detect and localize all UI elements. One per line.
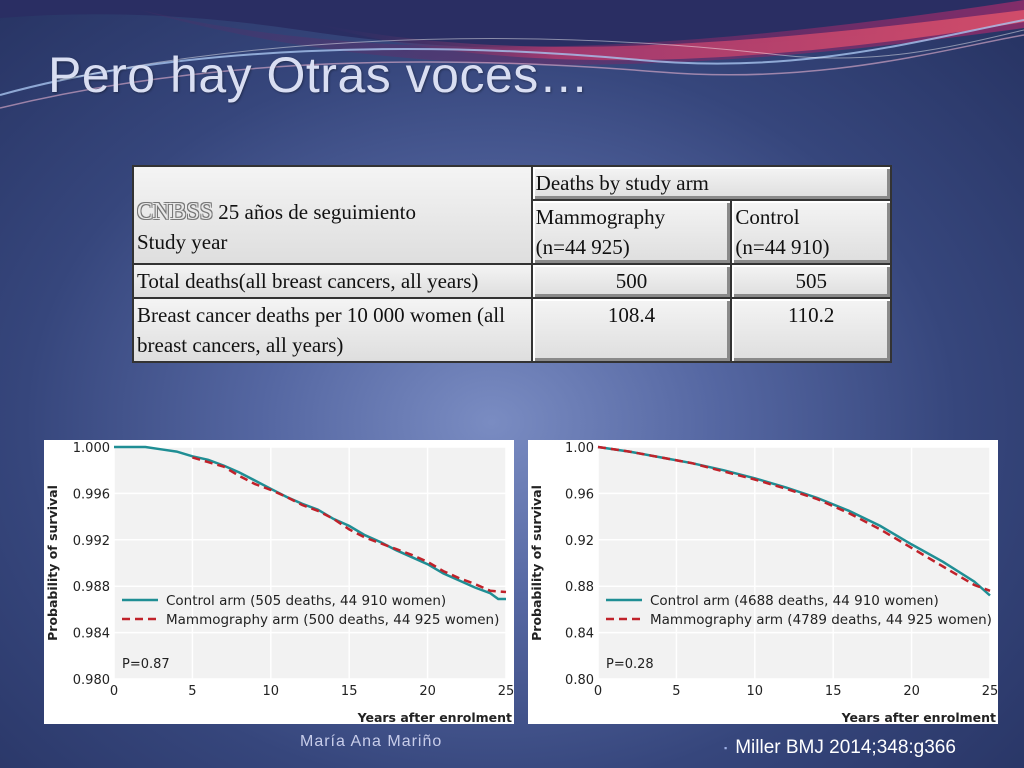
y-tick-label: 0.96	[565, 487, 594, 502]
survival-chart-breast-cancer: 1.000 0.996 0.992 0.988 0.984 0.980 0 5 10 15 20 25…	[44, 440, 514, 724]
p-value-annotation: P=0.87	[122, 657, 170, 672]
y-tick-label: 1.000	[73, 441, 110, 456]
x-tick-label: 5	[188, 684, 196, 699]
mortality-table: CNBSS 25 años de seguimiento Study year …	[132, 165, 893, 363]
control-header: Control	[735, 205, 800, 229]
survival-chart-right-svg: 1.00 0.96 0.92 0.88 0.84 0.800 5 10 15 20 25 Probab…	[529, 441, 998, 724]
y-tick-label: 0.84	[565, 627, 594, 642]
bullet-icon: ▪	[724, 742, 728, 753]
decorative-swoosh	[0, 0, 1024, 109]
control-n: (n=44 910)	[735, 235, 830, 259]
mammography-value: 108.4	[530, 297, 733, 363]
x-axis-label: Years after enrolment	[841, 710, 996, 724]
mammography-header-cell: Mammography (n=44 925)	[530, 199, 733, 265]
x-tick-label: 5	[672, 684, 680, 699]
mammography-value: 500	[530, 263, 733, 299]
p-value-annotation: P=0.28	[606, 657, 654, 672]
y-tick-label: 0.92	[565, 534, 594, 549]
study-year-label: Study year	[137, 229, 228, 254]
x-tick-label: 20	[419, 684, 436, 699]
y-axis-label: Probability of survival	[529, 485, 544, 641]
legend-entry: Mammography arm (500 deaths, 44 925 wome…	[166, 612, 499, 628]
plot-area	[598, 447, 990, 679]
x-tick-label: 0	[110, 684, 118, 699]
legend-entry: Mammography arm (4789 deaths, 44 925 wom…	[650, 612, 992, 628]
study-year-header-cell: CNBSS 25 años de seguimiento Study year	[132, 165, 533, 265]
table-row: Breast cancer deaths per 10 000 women (a…	[132, 297, 892, 363]
mammography-header: Mammography	[535, 205, 666, 229]
x-tick-label: 10	[263, 684, 280, 699]
plot-area	[114, 447, 506, 679]
row-label: Total deaths(all breast cancers, all yea…	[132, 263, 533, 299]
citation-text: Miller BMJ 2014;348:g366	[735, 737, 956, 758]
x-tick-label: 25	[498, 684, 514, 699]
y-tick-label: 0.980	[73, 673, 110, 688]
y-tick-label: 0.984	[73, 627, 110, 642]
y-tick-label: 1.00	[565, 441, 594, 456]
follow-up-label: 25 años de seguimiento	[218, 199, 417, 224]
table-row: Total deaths(all breast cancers, all yea…	[132, 263, 892, 299]
survival-chart-all-cause: 1.00 0.96 0.92 0.88 0.84 0.80 0 5 10 15 20 25 Probab…	[528, 440, 998, 724]
y-tick-label: 0.88	[565, 580, 594, 595]
y-tick-label: 0.996	[73, 487, 110, 502]
x-axis-label: Years after enrolment	[357, 710, 512, 724]
mammography-n: (n=44 925)	[535, 235, 630, 259]
y-tick-label: 0.988	[73, 580, 110, 595]
legend-entry: Control arm (4688 deaths, 44 910 women)	[650, 593, 939, 609]
row-label: Breast cancer deaths per 10 000 women (a…	[132, 297, 533, 363]
table-header-row: CNBSS 25 años de seguimiento Study year …	[132, 165, 893, 265]
citation: ▪ Miller BMJ 2014;348:g366	[724, 737, 956, 759]
control-header-cell: Control (n=44 910)	[730, 199, 892, 265]
x-tick-label: 20	[903, 684, 920, 699]
x-tick-label: 25	[982, 684, 998, 699]
control-value: 110.2	[730, 297, 892, 363]
slide-title: Pero hay Otras voces…	[48, 47, 590, 103]
y-axis-label: Probability of survival	[45, 485, 60, 641]
cnbss-label: CNBSS	[137, 198, 214, 225]
x-tick-label: 0	[594, 684, 602, 699]
mammography-arm-line	[192, 456, 507, 594]
mammography-arm-line	[597, 445, 991, 592]
y-tick-label: 0.80	[565, 673, 594, 688]
control-value: 505	[730, 263, 892, 299]
x-tick-label: 10	[747, 684, 764, 699]
legend-entry: Control arm (505 deaths, 44 910 women)	[166, 593, 446, 609]
x-tick-label: 15	[341, 684, 358, 699]
table-subheader-row: Mammography (n=44 925) Control (n=44 910…	[133, 199, 892, 265]
deaths-by-arm-header: Deaths by study arm	[530, 165, 893, 201]
author-credit: María Ana Mariño	[300, 733, 443, 750]
x-tick-label: 15	[825, 684, 842, 699]
y-tick-label: 0.992	[73, 534, 110, 549]
